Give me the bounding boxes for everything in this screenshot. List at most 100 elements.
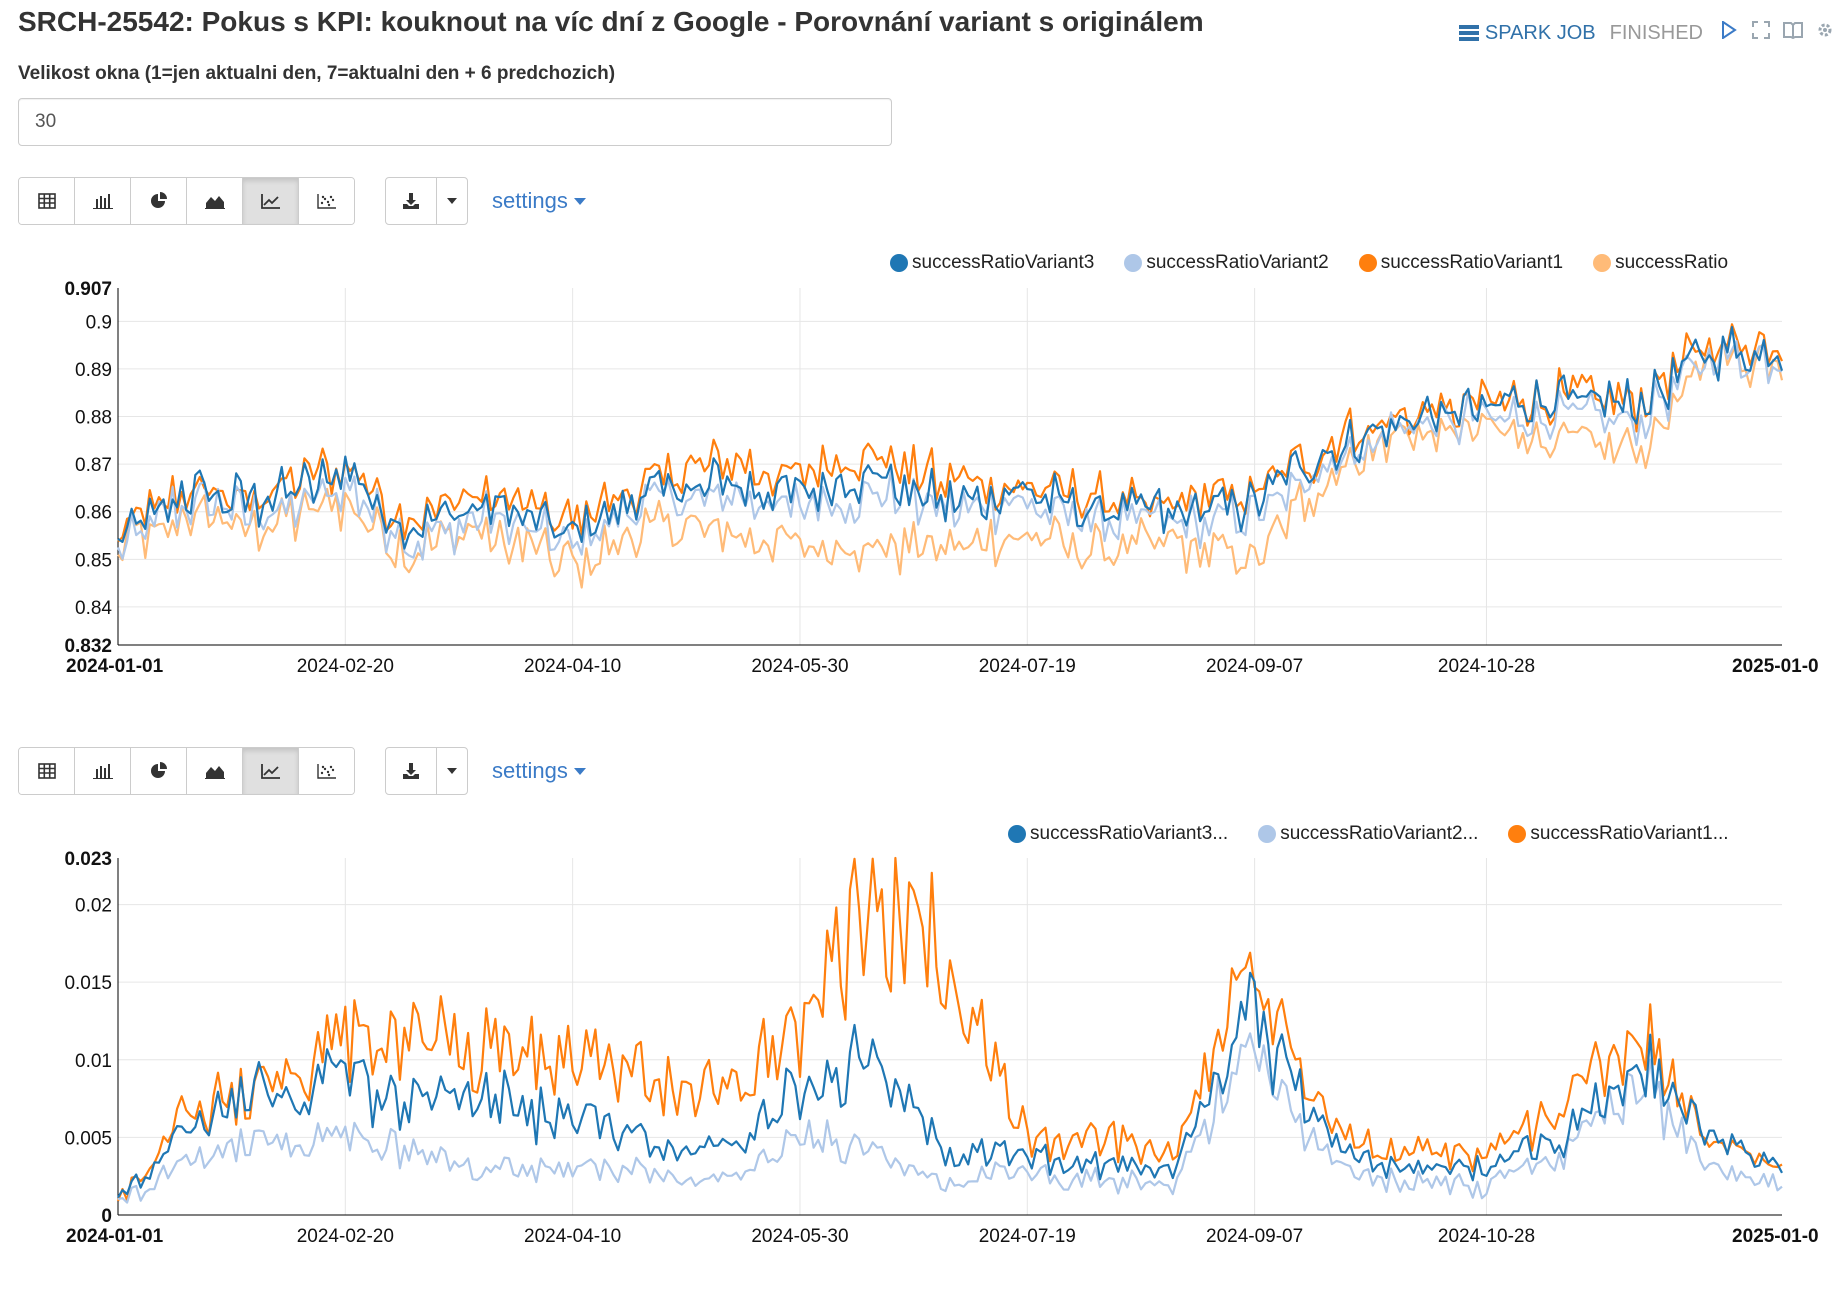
bar-chart-icon (92, 194, 113, 209)
legend-item[interactable]: successRatioVariant2... (1258, 823, 1478, 845)
legend-label: successRatioVariant3... (1030, 823, 1229, 844)
x-tick-label: 2025-01-0 (1732, 656, 1819, 677)
y-tick-label: 0.005 (64, 1128, 112, 1149)
y-tick-label: 0.015 (64, 973, 112, 994)
y-tick-label: 0.023 (64, 849, 112, 870)
expand-icon[interactable] (1749, 21, 1773, 45)
bar-chart-button[interactable] (75, 178, 131, 224)
download-button[interactable] (386, 748, 437, 794)
chart-type-group (18, 177, 355, 225)
legend-item[interactable]: successRatioVariant3 (890, 252, 1094, 274)
legend-item[interactable]: successRatio (1593, 252, 1728, 274)
line-chart-1: 2024-01-01 2024-02-20 2024-04-10 2024-05-30… (64, 279, 1819, 677)
y-tick-label: 0.01 (75, 1051, 112, 1072)
y-tick-label: 0.86 (75, 503, 112, 524)
series-line (117, 971, 1783, 1198)
legend-dot (1358, 254, 1377, 272)
spark-job-icon (1458, 25, 1479, 41)
legend-item[interactable]: successRatioVariant3... (1008, 823, 1228, 845)
pie-chart-button[interactable] (131, 178, 187, 224)
line-chart-button[interactable] (243, 178, 299, 224)
series-line (117, 325, 1784, 550)
legend-label: successRatioVariant1 (1380, 252, 1564, 273)
line-chart-button[interactable] (243, 748, 299, 794)
series-line (116, 338, 1783, 561)
status-bar: SPARK JOB FINISHED (1458, 18, 1837, 48)
y-tick-label: 0.85 (75, 550, 112, 571)
table-view-button[interactable] (19, 748, 75, 794)
download-options-button[interactable] (437, 178, 467, 224)
legend-item[interactable]: successRatioVariant1 (1358, 252, 1564, 274)
legend-label: successRatioVariant2... (1280, 823, 1479, 844)
bar-chart-icon (92, 764, 113, 779)
download-group (385, 177, 468, 225)
window-size-input[interactable] (18, 98, 892, 146)
download-icon (403, 193, 419, 209)
series-line (116, 856, 1783, 1202)
x-tick-label: 2024-02-20 (297, 656, 394, 677)
settings-label: settings (492, 188, 568, 213)
bar-chart-button[interactable] (75, 748, 131, 794)
y-tick-label: 0 (101, 1206, 112, 1227)
scatter-chart-button[interactable] (299, 748, 354, 794)
status-badge: FINISHED (1609, 21, 1703, 44)
pie-chart-icon (150, 762, 167, 778)
download-button[interactable] (386, 178, 437, 224)
y-tick-label: 0.87 (75, 455, 112, 476)
line-chart-2: 2024-01-01 2024-02-20 2024-04-10 2024-05-30… (64, 849, 1819, 1247)
legend-item[interactable]: successRatioVariant1... (1508, 823, 1729, 845)
y-tick-label: 0.88 (75, 408, 112, 429)
caret-down-icon (447, 198, 457, 204)
legend-label: successRatioVariant2 (1146, 252, 1329, 273)
book-icon[interactable] (1781, 21, 1805, 45)
caret-down-icon (447, 768, 457, 774)
line-chart-icon (260, 764, 280, 779)
y-tick-label: 0.832 (64, 636, 112, 657)
legend-label: successRatioVariant3 (912, 252, 1095, 273)
download-icon (403, 763, 419, 779)
series-line (117, 1032, 1783, 1204)
x-tick-label: 2024-07-19 (979, 656, 1076, 677)
settings-toggle[interactable]: settings (492, 188, 586, 214)
y-tick-label: 0.89 (75, 360, 112, 381)
x-tick-label: 2024-10-28 (1438, 1226, 1535, 1247)
x-tick-label: 2024-05-30 (751, 656, 848, 677)
pie-chart-button[interactable] (131, 748, 187, 794)
table-icon (37, 193, 56, 209)
x-tick-label: 2025-01-0 (1732, 1226, 1819, 1247)
download-options-button[interactable] (437, 748, 467, 794)
area-chart-button[interactable] (187, 748, 243, 794)
settings-toggle[interactable]: settings (492, 758, 586, 784)
area-chart-button[interactable] (187, 178, 243, 224)
chart-toolbar-1: settings (18, 177, 586, 225)
legend-label: successRatio (1615, 252, 1729, 273)
legend-item[interactable]: successRatioVariant2 (1124, 252, 1329, 274)
x-tick-label: 2024-09-07 (1206, 656, 1303, 677)
y-tick-label: 0.9 (86, 312, 112, 333)
x-tick-label: 2024-10-28 (1438, 656, 1535, 677)
x-tick-label: 2024-09-07 (1206, 1226, 1303, 1247)
chart-toolbar-2: settings (18, 747, 586, 795)
legend-dot (1124, 254, 1143, 272)
y-tick-label: 0.02 (75, 896, 112, 917)
table-view-button[interactable] (19, 178, 75, 224)
scatter-chart-button[interactable] (299, 178, 354, 224)
spark-job-link[interactable]: SPARK JOB (1458, 22, 1596, 45)
legend-label: successRatioVariant1... (1530, 823, 1729, 844)
chart-type-group (18, 747, 355, 795)
scatter-chart-icon (316, 194, 336, 209)
series-line (117, 323, 1784, 543)
gear-icon[interactable] (1813, 21, 1837, 45)
x-tick-label: 2024-04-10 (524, 1226, 621, 1247)
area-chart-icon (204, 766, 225, 779)
x-tick-label: 2024-07-19 (979, 1226, 1076, 1247)
window-size-label: Velikost okna (1=jen aktualni den, 7=akt… (18, 63, 616, 84)
line-chart-icon (260, 194, 280, 209)
legend-dot (1008, 825, 1026, 843)
y-tick-label: 0.907 (64, 279, 112, 300)
x-tick-label: 2024-02-20 (297, 1226, 394, 1247)
x-tick-label: 2024-01-01 (66, 656, 164, 677)
settings-label: settings (492, 758, 568, 783)
run-paragraph-icon[interactable] (1717, 20, 1741, 45)
pie-chart-icon (150, 192, 167, 208)
